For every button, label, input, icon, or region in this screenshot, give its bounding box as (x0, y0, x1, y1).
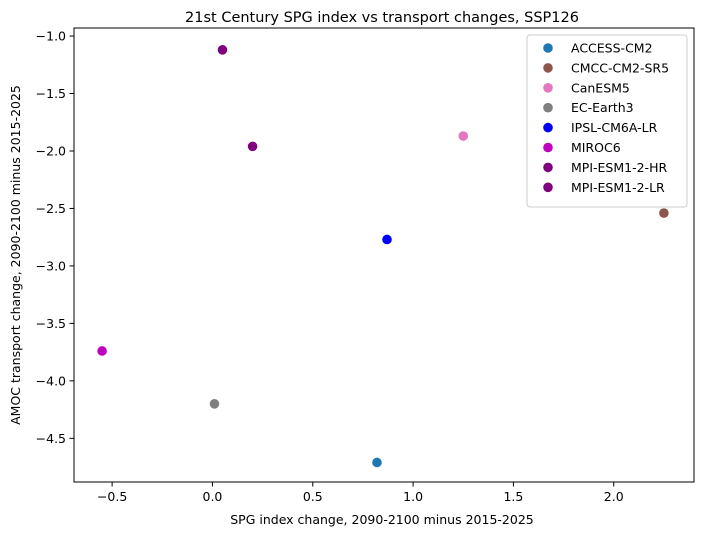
data-point (382, 234, 392, 245)
legend-marker (543, 83, 553, 93)
data-point (209, 399, 220, 409)
x-tick-label: 1.5 (503, 489, 523, 504)
x-tick-label: 2.0 (604, 489, 624, 504)
data-point (217, 45, 228, 55)
y-tick-label: −1.0 (36, 29, 66, 44)
x-tick-label: 0.0 (203, 489, 223, 504)
y-tick-label: −3.0 (36, 258, 66, 273)
y-tick-label: −3.5 (36, 316, 66, 331)
legend-marker (543, 43, 553, 53)
legend-label: MIROC6 (571, 140, 621, 155)
legend-marker (543, 122, 553, 133)
data-point (97, 346, 107, 356)
legend-marker (543, 142, 553, 153)
legend: ACCESS-CM2 CMCC-CM2-SR5 CanESM5 EC-Earth3 IP… (526, 34, 688, 208)
legend-label: MPI-ESM1-2-HR (571, 160, 667, 175)
legend-label: EC-Earth3 (571, 100, 634, 115)
legend-label: IPSL-CM6A-LR (571, 120, 658, 135)
y-tick-label: −1.5 (36, 86, 66, 101)
legend-marker (543, 102, 553, 113)
legend-marker (543, 162, 553, 173)
y-tick-label: −4.5 (36, 431, 66, 446)
y-tick-label: −4.0 (36, 373, 66, 388)
y-axis-ticks: −4.5 −4.0 −3.5 −3.0 −2.5 −2.0 −1.5 −1.0 (36, 29, 74, 446)
legend-frame (526, 34, 688, 208)
x-axis-label: SPG index change, 2090-2100 minus 2015-2… (230, 512, 533, 527)
x-axis-ticks: −0.5 0.0 0.5 1.0 1.5 2.0 (97, 482, 624, 504)
data-point (247, 141, 258, 152)
chart-title: 21st Century SPG index vs transport chan… (185, 10, 579, 26)
legend-label: MPI-ESM1-2-LR (571, 180, 665, 195)
legend-label: CanESM5 (571, 80, 630, 95)
x-tick-label: 1.0 (403, 489, 423, 504)
legend-label: CMCC-CM2-SR5 (571, 60, 669, 75)
data-point (659, 208, 669, 218)
x-tick-label: −0.5 (97, 489, 127, 504)
y-tick-label: −2.5 (36, 201, 66, 216)
data-points (97, 45, 669, 468)
x-tick-label: 0.5 (303, 489, 323, 504)
data-point (458, 131, 469, 141)
data-point (372, 457, 382, 468)
legend-marker (543, 63, 553, 73)
y-axis-label: AMOC transport change, 2090-2100 minus 2… (8, 85, 23, 425)
legend-label: ACCESS-CM2 (571, 41, 653, 56)
y-tick-label: −2.0 (36, 143, 66, 158)
legend-marker (543, 182, 553, 193)
